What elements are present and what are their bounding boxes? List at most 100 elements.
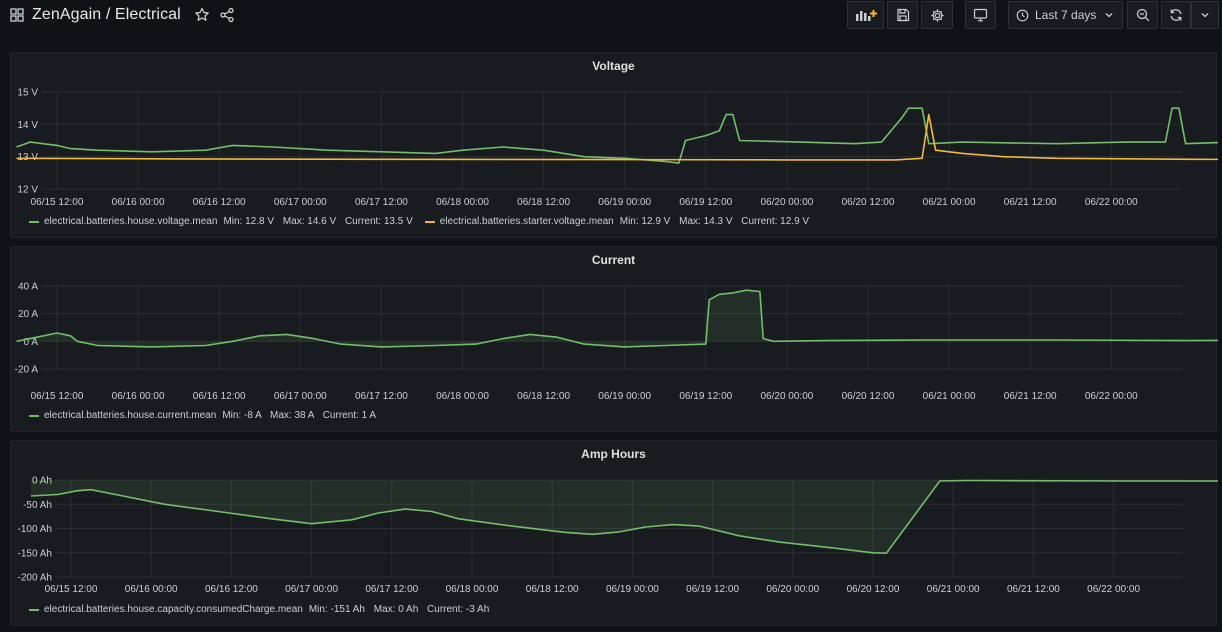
series-line-1 bbox=[16, 289, 1218, 348]
x-tick-label: 06/17 12:00 bbox=[365, 584, 418, 595]
series-max: Max: 38 A bbox=[270, 410, 314, 421]
legend-item-house-current[interactable]: electrical.batteries.house.current.mean … bbox=[29, 410, 376, 421]
y-tick-label: 14 V bbox=[17, 120, 38, 131]
dashboard-header: ZenAgain / Electrical Last 7 days bbox=[0, 0, 1222, 36]
current-legend: electrical.batteries.house.current.mean … bbox=[29, 410, 388, 421]
x-tick-label: 06/20 12:00 bbox=[842, 197, 895, 208]
series-current: Current: 13.5 V bbox=[344, 216, 413, 227]
series-max: Max: 14.3 V bbox=[679, 216, 733, 227]
series-area-fill bbox=[30, 480, 1218, 554]
x-tick-label: 06/19 00:00 bbox=[606, 584, 659, 595]
x-tick-label: 06/21 00:00 bbox=[923, 197, 976, 208]
series-color-swatch[interactable] bbox=[29, 608, 39, 611]
series-line-2 bbox=[16, 113, 1218, 161]
series-max: Max: 14.6 V bbox=[282, 216, 337, 227]
amp-hours-legend: electrical.batteries.house.capacity.cons… bbox=[29, 604, 501, 615]
x-tick-label: 06/21 12:00 bbox=[1004, 197, 1057, 208]
x-tick-label: 06/21 00:00 bbox=[923, 391, 976, 402]
zoom-out-icon bbox=[1136, 8, 1150, 22]
clock-icon bbox=[1016, 9, 1029, 22]
x-tick-label: 06/20 00:00 bbox=[766, 584, 819, 595]
series-min: Min: -151 Ah bbox=[308, 604, 365, 615]
x-tick-label: 06/18 00:00 bbox=[436, 197, 489, 208]
x-tick-label: 06/22 00:00 bbox=[1085, 391, 1138, 402]
share-icon[interactable] bbox=[219, 7, 235, 23]
x-tick-label: 06/20 12:00 bbox=[842, 391, 895, 402]
x-tick-label: 06/16 00:00 bbox=[112, 391, 165, 402]
series-color-swatch[interactable] bbox=[424, 220, 435, 223]
series-current: Current: -3 Ah bbox=[427, 604, 490, 615]
save-dashboard-button[interactable] bbox=[887, 1, 918, 29]
series-name: electrical.batteries.house.voltage.mean bbox=[44, 216, 218, 227]
series-color-swatch[interactable] bbox=[29, 220, 39, 223]
x-tick-label: 06/15 12:00 bbox=[31, 197, 84, 208]
x-tick-label: 06/15 12:00 bbox=[31, 391, 84, 402]
x-tick-label: 06/18 12:00 bbox=[517, 197, 570, 208]
series-current: Current: 1 A bbox=[322, 410, 377, 421]
add-panel-button[interactable] bbox=[847, 1, 884, 29]
x-tick-label: 06/15 12:00 bbox=[45, 584, 98, 595]
x-tick-label: 06/20 12:00 bbox=[847, 584, 900, 595]
dashboard-settings-button[interactable] bbox=[921, 1, 953, 29]
monitor-icon bbox=[973, 8, 988, 22]
series-color-swatch[interactable] bbox=[29, 414, 39, 417]
x-tick-label: 06/16 12:00 bbox=[193, 391, 246, 402]
series-min: Min: 12.9 V bbox=[619, 216, 671, 227]
legend-item-consumed-charge[interactable]: electrical.batteries.house.capacity.cons… bbox=[29, 604, 489, 615]
x-tick-label: 06/19 12:00 bbox=[679, 391, 732, 402]
legend-item-starter-voltage[interactable]: electrical.batteries.starter.voltage.mea… bbox=[424, 216, 809, 227]
x-tick-label: 06/16 00:00 bbox=[125, 584, 178, 595]
time-picker-button[interactable]: Last 7 days bbox=[1008, 1, 1123, 29]
panel-title[interactable]: Amp Hours bbox=[581, 447, 646, 461]
gear-icon bbox=[930, 8, 945, 23]
x-tick-label: 06/19 00:00 bbox=[598, 391, 651, 402]
y-tick-label: -150 Ah bbox=[18, 548, 52, 559]
x-tick-label: 06/17 00:00 bbox=[285, 584, 338, 595]
zoom-out-button[interactable] bbox=[1127, 1, 1158, 29]
panel-title[interactable]: Current bbox=[591, 253, 636, 267]
refresh-interval-button[interactable] bbox=[1191, 1, 1219, 29]
x-tick-label: 06/21 12:00 bbox=[1007, 584, 1060, 595]
x-tick-label: 06/22 00:00 bbox=[1087, 584, 1140, 595]
save-icon bbox=[896, 8, 910, 22]
x-tick-label: 06/17 12:00 bbox=[355, 391, 408, 402]
voltage-graph[interactable]: 06/15 12:00 06/16 00:00 06/16 12:00 06/17 0… bbox=[11, 53, 1218, 239]
x-tick-label: 06/20 00:00 bbox=[760, 197, 813, 208]
x-tick-label: 06/21 12:00 bbox=[1004, 391, 1057, 402]
y-tick-label: -100 Ah bbox=[18, 524, 52, 535]
y-tick-label: 20 A bbox=[18, 309, 38, 320]
series-min: Min: -8 A bbox=[222, 410, 262, 421]
y-tick-label: -50 Ah bbox=[23, 500, 52, 511]
chevron-down-icon bbox=[1200, 10, 1210, 20]
legend-item-house-voltage[interactable]: electrical.batteries.house.voltage.mean … bbox=[29, 216, 413, 227]
x-tick-label: 06/21 00:00 bbox=[927, 584, 980, 595]
y-tick-label: 12 V bbox=[17, 185, 38, 196]
tv-mode-button[interactable] bbox=[965, 1, 996, 29]
amp-hours-graph[interactable]: 06/15 12:00 06/16 00:00 06/16 12:00 06/17 0… bbox=[11, 441, 1218, 627]
current-panel: Current 06/15 12:00 06/16 00:00 06/16 12:0… bbox=[10, 246, 1218, 433]
x-tick-label: 06/17 00:00 bbox=[274, 197, 327, 208]
x-tick-label: 06/19 12:00 bbox=[686, 584, 739, 595]
y-tick-label: -200 Ah bbox=[18, 573, 52, 584]
x-tick-label: 06/17 12:00 bbox=[355, 197, 408, 208]
x-tick-label: 06/19 12:00 bbox=[679, 197, 732, 208]
apps-grid-icon[interactable] bbox=[10, 8, 24, 22]
y-tick-label: 40 A bbox=[18, 282, 38, 293]
panel-title[interactable]: Voltage bbox=[592, 59, 635, 73]
series-min: Min: 12.8 V bbox=[223, 216, 275, 227]
amp-hours-panel: Amp Hours 06/15 12:00 06/16 00:00 06/16 12… bbox=[10, 440, 1218, 627]
series-name: electrical.batteries.starter.voltage.mea… bbox=[439, 216, 614, 227]
x-tick-label: 06/20 00:00 bbox=[760, 391, 813, 402]
dashboard-title[interactable]: ZenAgain / Electrical bbox=[32, 6, 181, 23]
star-icon[interactable] bbox=[194, 7, 210, 23]
x-tick-label: 06/18 12:00 bbox=[517, 391, 570, 402]
refresh-button[interactable] bbox=[1161, 1, 1191, 29]
series-area-fill bbox=[16, 290, 1218, 347]
series-name: electrical.batteries.house.current.mean bbox=[44, 410, 217, 421]
x-tick-label: 06/16 12:00 bbox=[193, 197, 246, 208]
current-graph[interactable]: 06/15 12:00 06/16 00:00 06/16 12:00 06/17 0… bbox=[11, 247, 1218, 433]
y-tick-label: 15 V bbox=[17, 88, 38, 99]
time-range-label: Last 7 days bbox=[1035, 8, 1097, 22]
chevron-down-icon bbox=[1104, 10, 1114, 20]
x-tick-label: 06/18 00:00 bbox=[446, 584, 499, 595]
